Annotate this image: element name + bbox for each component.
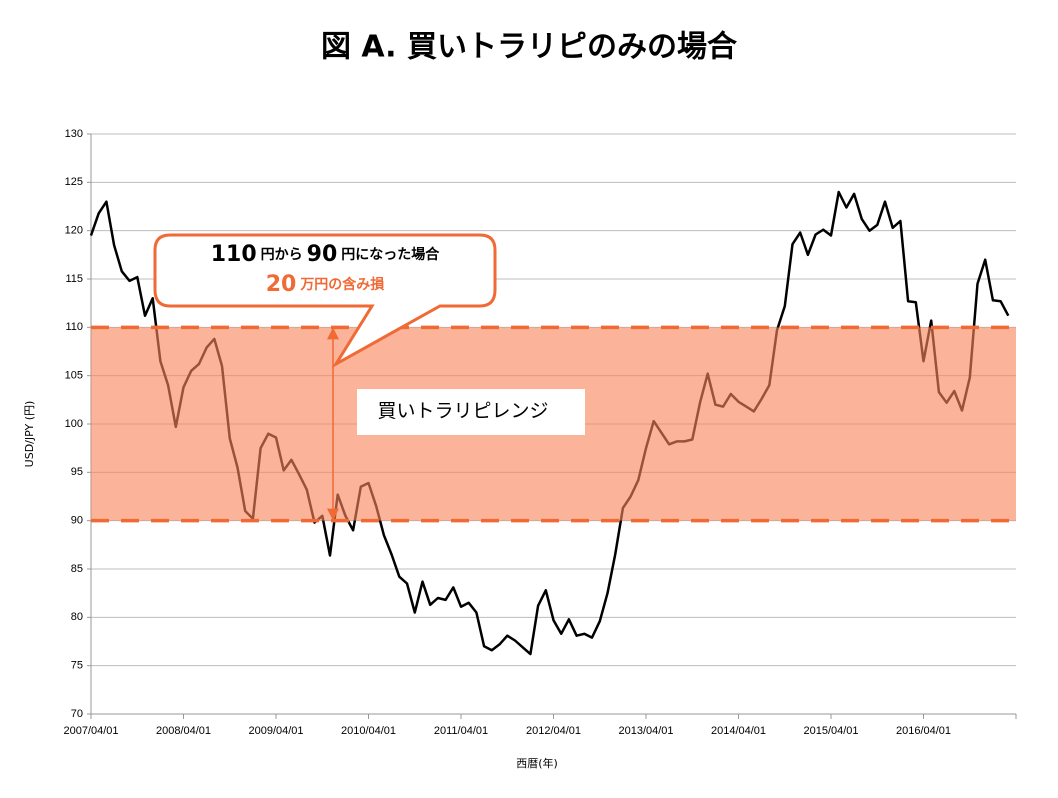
callout-line1: 110 円から 90 円になった場合 <box>211 242 441 267</box>
y-tick-label: 115 <box>65 273 83 285</box>
y-tick-label: 110 <box>65 321 83 333</box>
x-tick-label: 2007/04/01 <box>63 725 118 737</box>
callout-number: 20 <box>266 272 297 297</box>
overlay: 買いトラリピレンジ <box>91 325 1016 523</box>
y-tick-label: 85 <box>71 563 83 575</box>
y-tick-label: 80 <box>71 611 83 623</box>
x-tick-label: 2015/04/01 <box>803 725 858 737</box>
x-tick-label: 2012/04/01 <box>526 725 581 737</box>
arrow-head <box>327 327 339 340</box>
y-tick-label: 95 <box>71 466 83 478</box>
band-label: 買いトラリピレンジ <box>377 400 548 422</box>
y-tick-label: 105 <box>65 370 83 382</box>
callout-bubble <box>153 233 497 369</box>
y-tick-label: 100 <box>65 418 83 430</box>
x-tick-label: 2010/04/01 <box>341 725 396 737</box>
x-tick-label: 2013/04/01 <box>618 725 673 737</box>
x-tick-label: 2014/04/01 <box>711 725 766 737</box>
x-tick-label: 2016/04/01 <box>896 725 951 737</box>
arrow-head <box>327 508 339 521</box>
callout-line2: 20 万円の含み損 <box>266 272 386 297</box>
callout-text: 円になった場合 <box>341 246 440 263</box>
y-tick-label: 125 <box>65 176 83 188</box>
band-label-box <box>357 389 585 435</box>
y-tick-label: 70 <box>71 708 83 720</box>
x-tick-label: 2011/04/01 <box>434 725 488 737</box>
y-tick-label: 75 <box>71 660 83 672</box>
callout-number: 90 <box>307 242 338 267</box>
x-tick-label: 2008/04/01 <box>156 725 211 737</box>
callout-number: 110 <box>211 242 257 267</box>
y-tick-label: 130 <box>65 128 83 140</box>
callout-text: 万円の含み損 <box>299 276 385 293</box>
y-tick-label: 120 <box>65 225 83 237</box>
y-tick-label: 90 <box>71 515 83 527</box>
callout-text: 円から <box>261 247 303 263</box>
y-axis-label: USD/JPY (円) <box>23 401 36 468</box>
chart-title: 図 A. 買いトラリピのみの場合 <box>321 30 737 65</box>
x-tick-label: 2009/04/01 <box>248 725 303 737</box>
x-axis-label: 西暦(年) <box>516 756 558 770</box>
